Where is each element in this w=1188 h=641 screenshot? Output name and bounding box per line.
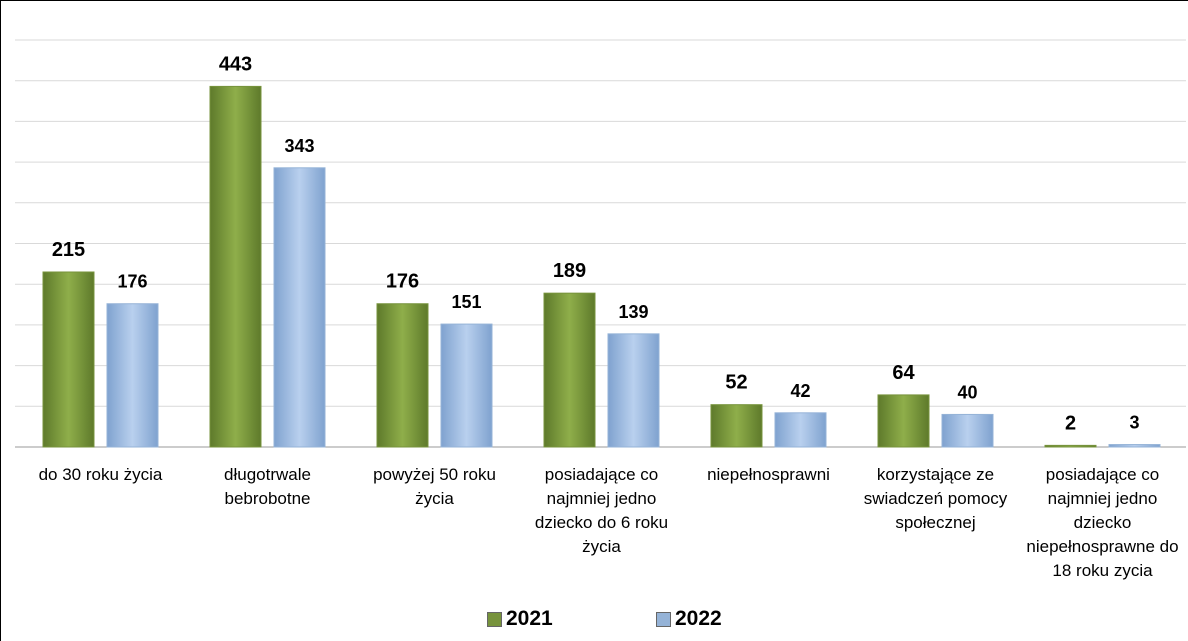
x-tick-label: posiadające co najmniej jedno dziecko do… [534, 465, 669, 556]
data-label: 40 [957, 382, 977, 402]
bar [376, 303, 429, 448]
x-tick-label: niepełnosprawni [707, 465, 830, 484]
x-tick-label: do 30 roku życia [38, 465, 163, 484]
bar [106, 303, 159, 448]
bar [209, 85, 262, 448]
data-label: 176 [117, 272, 147, 292]
bar [42, 271, 95, 448]
bar [273, 167, 326, 448]
data-label: 189 [553, 260, 586, 282]
x-tick-label: długotrwale bebrobotne [224, 465, 311, 508]
bar [440, 323, 493, 448]
legend-swatch [487, 611, 502, 627]
bar [543, 292, 596, 448]
x-tick-label: posiadające co najmniej jedno dziecko ni… [1026, 465, 1179, 580]
bar [1044, 444, 1097, 448]
bar [607, 333, 660, 448]
bar [710, 404, 763, 448]
legend-label: 2022 [675, 607, 722, 630]
x-tick-label: korzystające ze swiadczeń pomocy społecz… [863, 465, 1008, 532]
legend-swatch [656, 611, 671, 627]
bar [1108, 444, 1161, 448]
data-label: 443 [219, 53, 252, 75]
data-label: 176 [386, 271, 419, 293]
data-label: 343 [284, 136, 314, 156]
legend-item: 2022 [656, 607, 722, 631]
data-label: 215 [52, 239, 85, 261]
data-label: 139 [618, 302, 648, 322]
data-label: 2 [1065, 412, 1076, 434]
x-tick-label: powyżej 50 roku życia [373, 465, 496, 508]
bar [774, 412, 827, 448]
bar [877, 394, 930, 448]
bar [941, 413, 994, 448]
data-label: 52 [725, 372, 747, 394]
data-label: 151 [451, 292, 481, 312]
data-label: 64 [892, 362, 915, 384]
data-label: 3 [1129, 413, 1139, 433]
legend-item: 2021 [487, 607, 553, 631]
data-label: 42 [790, 381, 810, 401]
legend-label: 2021 [506, 607, 553, 630]
